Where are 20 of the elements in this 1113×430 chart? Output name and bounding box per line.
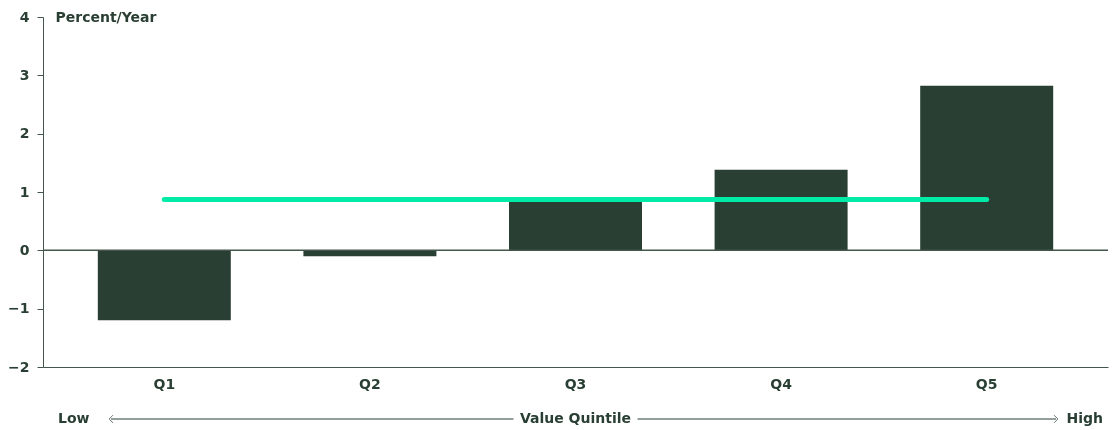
- text: Low: [58, 410, 90, 426]
- x-tick-label: Q2: [359, 375, 381, 392]
- y-tick-label: 0: [19, 241, 30, 258]
- y-tick-label: −1: [8, 300, 30, 317]
- bar: [509, 201, 642, 251]
- y-axis-title: Percent/Year: [55, 8, 157, 25]
- bar: [920, 85, 1054, 251]
- text: High: [1066, 410, 1103, 426]
- x-tick-label: Q1: [153, 375, 176, 392]
- bar: [97, 250, 231, 321]
- x-tick-label: Q5: [975, 375, 998, 392]
- x-axis-title: Value Quintile: [519, 410, 632, 426]
- y-tick-label: 2: [19, 125, 30, 142]
- x-tick-label: Q3: [564, 375, 587, 392]
- y-tick-label: −2: [8, 358, 30, 375]
- y-tick-label: 4: [19, 8, 30, 25]
- bar: [714, 169, 848, 251]
- x-tick-label: Q4: [770, 375, 793, 392]
- y-tick-label: 3: [19, 66, 30, 83]
- y-tick-label: 1: [19, 183, 30, 200]
